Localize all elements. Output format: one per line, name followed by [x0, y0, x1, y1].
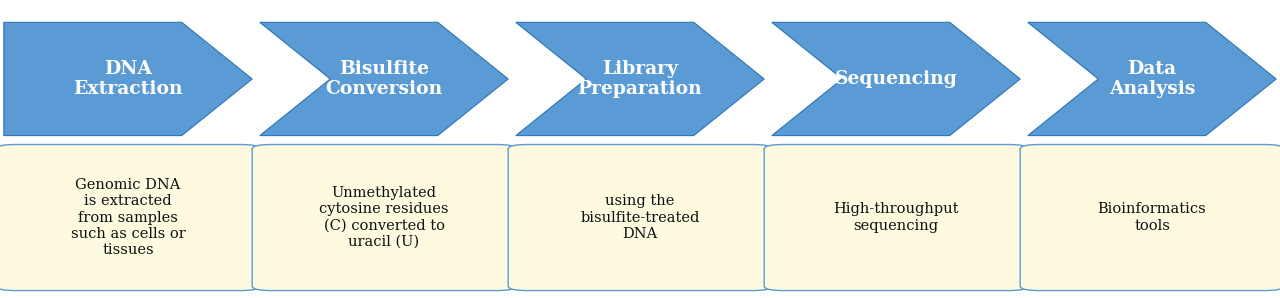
- Polygon shape: [4, 22, 252, 136]
- FancyBboxPatch shape: [764, 145, 1028, 291]
- Text: Library
Preparation: Library Preparation: [577, 60, 703, 98]
- Text: Bisulfite
Conversion: Bisulfite Conversion: [325, 60, 443, 98]
- Text: Genomic DNA
is extracted
from samples
such as cells or
tissues: Genomic DNA is extracted from samples su…: [70, 178, 186, 257]
- Polygon shape: [1028, 22, 1276, 136]
- Polygon shape: [772, 22, 1020, 136]
- Polygon shape: [516, 22, 764, 136]
- Text: Bioinformatics
tools: Bioinformatics tools: [1098, 202, 1206, 233]
- Text: Sequencing: Sequencing: [835, 70, 957, 88]
- Polygon shape: [260, 22, 508, 136]
- FancyBboxPatch shape: [252, 145, 516, 291]
- FancyBboxPatch shape: [508, 145, 772, 291]
- Text: Unmethylated
cytosine residues
(C) converted to
uracil (U): Unmethylated cytosine residues (C) conve…: [319, 186, 449, 249]
- Text: High-throughput
sequencing: High-throughput sequencing: [833, 202, 959, 233]
- Text: Data
Analysis: Data Analysis: [1108, 60, 1196, 98]
- FancyBboxPatch shape: [1020, 145, 1280, 291]
- Text: using the
bisulfite-treated
DNA: using the bisulfite-treated DNA: [580, 194, 700, 241]
- Text: DNA
Extraction: DNA Extraction: [73, 60, 183, 98]
- FancyBboxPatch shape: [0, 145, 260, 291]
